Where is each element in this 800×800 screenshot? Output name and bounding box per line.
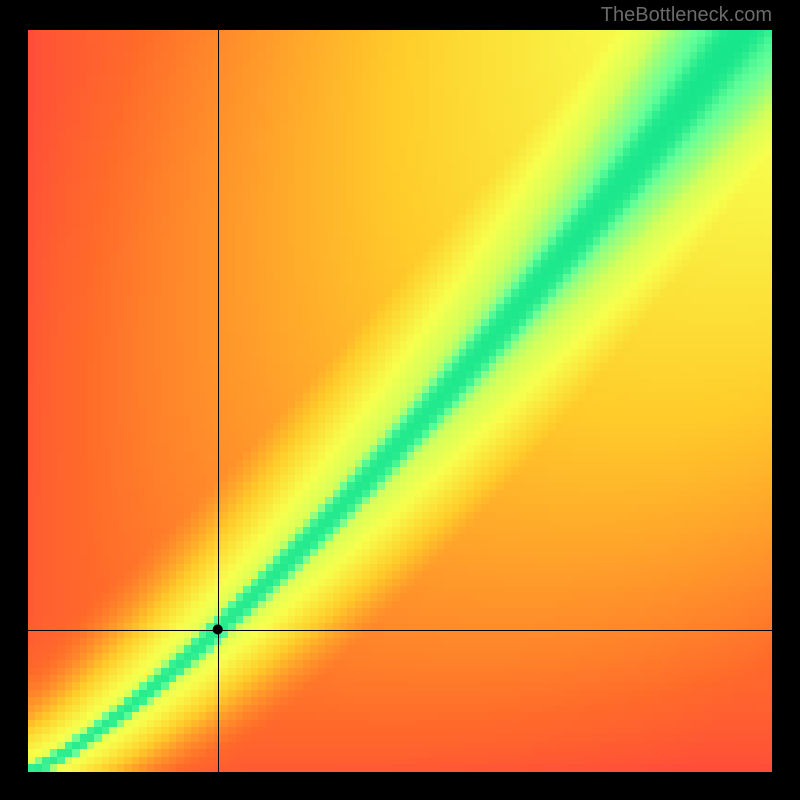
chart-frame: TheBottleneck.com [0, 0, 800, 800]
bottleneck-heatmap [28, 30, 772, 772]
attribution-label: TheBottleneck.com [601, 4, 772, 27]
